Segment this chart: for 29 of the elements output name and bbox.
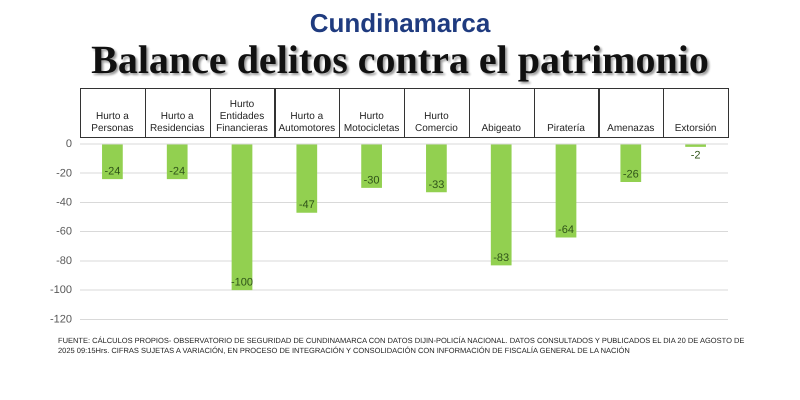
x-tick-label: Hurto a Residencias <box>150 110 204 134</box>
data-label: -24 <box>104 166 120 178</box>
y-tick-label: -100 <box>50 284 72 296</box>
chart-title: Cundinamarca <box>308 8 492 38</box>
data-label: -30 <box>364 174 380 186</box>
data-label: -2 <box>690 149 700 162</box>
x-tick-label: Extorsión <box>674 122 716 134</box>
chart-subtitle: Balance delitos contra el patrimonio <box>90 37 710 83</box>
x-tick-label: Piratería <box>547 122 586 134</box>
y-tick-label: -120 <box>50 313 72 326</box>
y-tick-label: -20 <box>56 167 72 180</box>
y-tick-label: 0 <box>66 138 72 150</box>
y-tick-label: -40 <box>56 196 72 208</box>
x-tick-label: Hurto a Automotores <box>278 110 336 134</box>
y-tick-label: -60 <box>56 226 72 238</box>
x-tick-label: Hurto a Personas <box>91 110 134 134</box>
data-label: -47 <box>298 199 315 212</box>
data-label: -24 <box>169 166 186 178</box>
data-label: -33 <box>428 178 444 191</box>
x-tick-label: Hurto Entidades Financieras <box>216 98 268 134</box>
data-label: -83 <box>493 252 510 264</box>
x-tick-label: Hurto Comercio <box>415 110 458 134</box>
x-tick-label: Amenazas <box>607 122 654 134</box>
y-tick-label: -80 <box>56 254 72 267</box>
x-tick-label: Hurto Motocicletas <box>344 110 400 134</box>
x-tick-label: Abigeato <box>481 122 522 134</box>
data-label: -64 <box>558 224 574 236</box>
data-label: -100 <box>230 276 254 289</box>
data-label: -26 <box>622 168 639 181</box>
